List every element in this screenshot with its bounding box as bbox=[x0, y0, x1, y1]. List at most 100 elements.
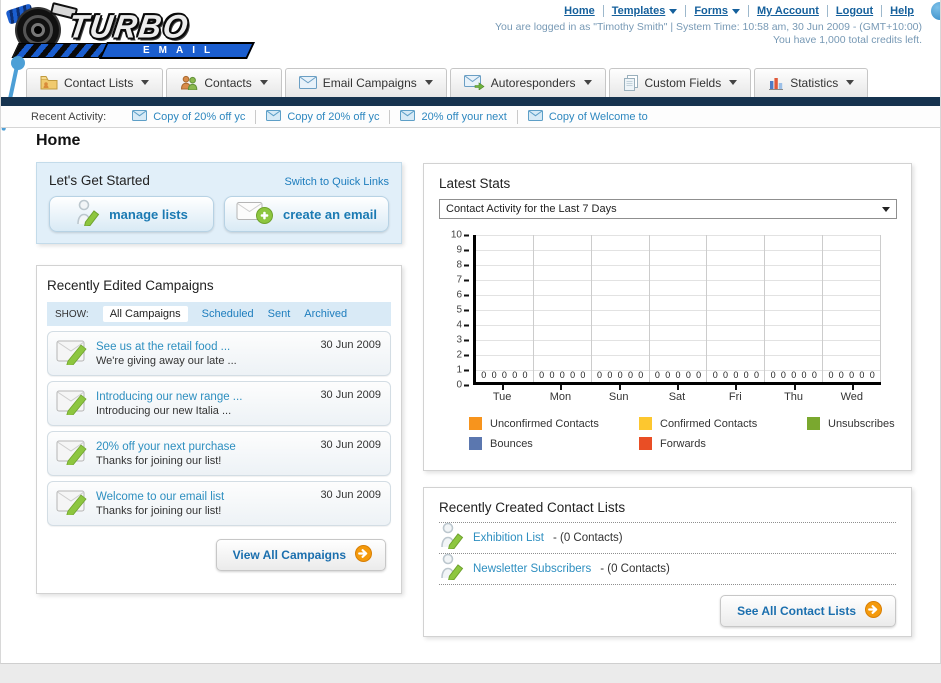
legend-label: Confirmed Contacts bbox=[660, 417, 758, 430]
x-axis-tick-label: Thu bbox=[764, 385, 822, 403]
contact-list-item[interactable]: Newsletter Subscribers - (0 Contacts) bbox=[439, 553, 896, 585]
campaign-title-link[interactable]: See us at the retail food ... bbox=[96, 340, 231, 353]
contact-list-item[interactable]: Exhibition List - (0 Contacts) bbox=[439, 522, 896, 554]
y-axis-tick-label: 8 bbox=[456, 260, 469, 271]
see-all-contact-lists-button[interactable]: See All Contact Lists bbox=[720, 595, 896, 627]
create-an-email-button[interactable]: create an email bbox=[224, 196, 389, 232]
y-axis-tick-label: 4 bbox=[456, 320, 469, 331]
campaign-row[interactable]: See us at the retail food ... We're givin… bbox=[47, 331, 391, 376]
recent-activity-link[interactable]: 20% off your next bbox=[421, 110, 507, 123]
campaign-title-link[interactable]: 20% off your next purchase bbox=[96, 440, 236, 453]
campaign-list: See us at the retail food ... We're givin… bbox=[47, 331, 391, 526]
campaign-date: 30 Jun 2009 bbox=[320, 489, 381, 501]
filter-sent[interactable]: Sent bbox=[267, 308, 291, 320]
chart-legend: Unconfirmed Contacts Confirmed Contacts Un… bbox=[469, 417, 896, 450]
envelope-sm-icon bbox=[132, 109, 148, 124]
recent-activity-item[interactable]: Copy of Welcome to bbox=[518, 109, 658, 124]
data-value-label: 0 bbox=[654, 370, 660, 380]
data-value-label: 0 bbox=[733, 370, 739, 380]
data-value-label: 0 bbox=[597, 370, 603, 380]
campaign-text: Welcome to our email list Thanks for join… bbox=[96, 491, 224, 517]
data-value-label: 0 bbox=[665, 370, 671, 380]
main-content-area: TURBO EMAIL Home Templates Forms My Account… bbox=[0, 0, 941, 664]
recent-activity-link[interactable]: Copy of 20% off yc bbox=[153, 110, 246, 123]
tab-custom-fields[interactable]: Custom Fields bbox=[608, 68, 752, 97]
switch-to-quick-links-link[interactable]: Switch to Quick Links bbox=[284, 176, 389, 188]
data-value-label: 0 bbox=[491, 370, 497, 380]
dropdown-arrow-icon bbox=[731, 8, 740, 14]
logo-email-bar: EMAIL bbox=[99, 42, 255, 59]
y-tick-value: 0 bbox=[456, 379, 462, 391]
tab-label: Custom Fields bbox=[644, 75, 722, 90]
x-axis-tick-label: Fri bbox=[706, 385, 764, 403]
view-all-campaigns-button[interactable]: View All Campaigns bbox=[215, 539, 386, 571]
y-axis-tick-label: 1 bbox=[456, 365, 469, 376]
contact-list-link[interactable]: Exhibition List bbox=[473, 532, 544, 544]
filter-all-campaigns[interactable]: All Campaigns bbox=[102, 306, 188, 322]
tab-contact-lists[interactable]: Contact Lists bbox=[26, 68, 164, 97]
campaign-subtitle: Thanks for joining our list! bbox=[96, 454, 222, 467]
recent-activity-item[interactable]: Copy of 20% off yc bbox=[256, 109, 391, 124]
stats-period-dropdown[interactable]: Contact Activity for the Last 7 Days bbox=[439, 199, 897, 219]
header-link-my-account[interactable]: My Account bbox=[749, 5, 828, 17]
get-started-panel: Let's Get Started Switch to Quick Links … bbox=[36, 162, 402, 244]
data-value-label: 0 bbox=[780, 370, 786, 380]
help-bubble-icon[interactable] bbox=[931, 2, 940, 20]
header-link-forms[interactable]: Forms bbox=[686, 5, 749, 17]
campaign-text: 20% off your next purchase Thanks for joi… bbox=[96, 441, 236, 467]
filter-archived[interactable]: Archived bbox=[304, 308, 348, 320]
data-value-label: 0 bbox=[685, 370, 691, 380]
filter-scheduled[interactable]: Scheduled bbox=[201, 308, 254, 320]
data-value-label: 0 bbox=[580, 370, 586, 380]
legend-label: Forwards bbox=[660, 437, 706, 450]
chart-x-axis: Tue Mon Sun Sat Fri Thu Wed bbox=[473, 385, 881, 403]
contact-list-link[interactable]: Newsletter Subscribers bbox=[473, 563, 592, 575]
tab-label: Email Campaigns bbox=[322, 75, 417, 90]
tick-mark bbox=[464, 324, 469, 326]
legend-item: Bounces bbox=[469, 437, 639, 450]
data-value-label: 0 bbox=[696, 370, 702, 380]
recent-activity-link[interactable]: Copy of Welcome to bbox=[548, 110, 648, 123]
recent-contact-lists-panel: Recently Created Contact Lists Exhibitio… bbox=[423, 487, 912, 637]
header-link-home[interactable]: Home bbox=[556, 5, 604, 17]
campaign-text: See us at the retail food ... We're givin… bbox=[96, 341, 237, 367]
logo-subtitle: EMAIL bbox=[143, 45, 220, 56]
campaign-row[interactable]: Introducing our new range ... Introducing… bbox=[47, 381, 391, 426]
campaign-row[interactable]: 20% off your next purchase Thanks for joi… bbox=[47, 431, 391, 476]
recent-activity-link[interactable]: Copy of 20% off yc bbox=[287, 110, 380, 123]
manage-lists-button[interactable]: manage lists bbox=[49, 196, 214, 232]
header-link-logout[interactable]: Logout bbox=[828, 5, 883, 17]
campaign-title-link[interactable]: Introducing our new range ... bbox=[96, 390, 243, 403]
recent-activity-item[interactable]: 20% off your next bbox=[390, 109, 518, 124]
tab-email-campaigns[interactable]: Email Campaigns bbox=[284, 68, 447, 97]
legend-swatch bbox=[639, 437, 652, 450]
x-axis-tick-label: Mon bbox=[531, 385, 589, 403]
header-link-templates[interactable]: Templates bbox=[604, 5, 687, 17]
header-link-help[interactable]: Help bbox=[882, 5, 922, 17]
tab-statistics[interactable]: Statistics bbox=[754, 68, 869, 97]
tab-contacts[interactable]: Contacts bbox=[166, 68, 282, 97]
x-axis-tick-label: Sat bbox=[648, 385, 706, 403]
tick-mark bbox=[464, 309, 469, 311]
x-axis-tick-label: Wed bbox=[823, 385, 881, 403]
envelope-pencil-icon bbox=[56, 487, 96, 520]
legend-swatch bbox=[807, 417, 820, 430]
tab-autoresponders[interactable]: Autoresponders bbox=[449, 68, 606, 97]
recent-activity-item[interactable]: Copy of 20% off yc bbox=[122, 109, 257, 124]
tab-label: Statistics bbox=[790, 75, 839, 90]
header-link-label: Templates bbox=[611, 5, 666, 17]
data-value-label: 0 bbox=[770, 370, 776, 380]
legend-label: Bounces bbox=[490, 437, 533, 450]
campaign-title-link[interactable]: Welcome to our email list bbox=[96, 490, 225, 503]
campaign-row[interactable]: Welcome to our email list Thanks for join… bbox=[47, 481, 391, 526]
tick-mark bbox=[464, 369, 469, 371]
header-link-label: Home bbox=[564, 5, 595, 17]
